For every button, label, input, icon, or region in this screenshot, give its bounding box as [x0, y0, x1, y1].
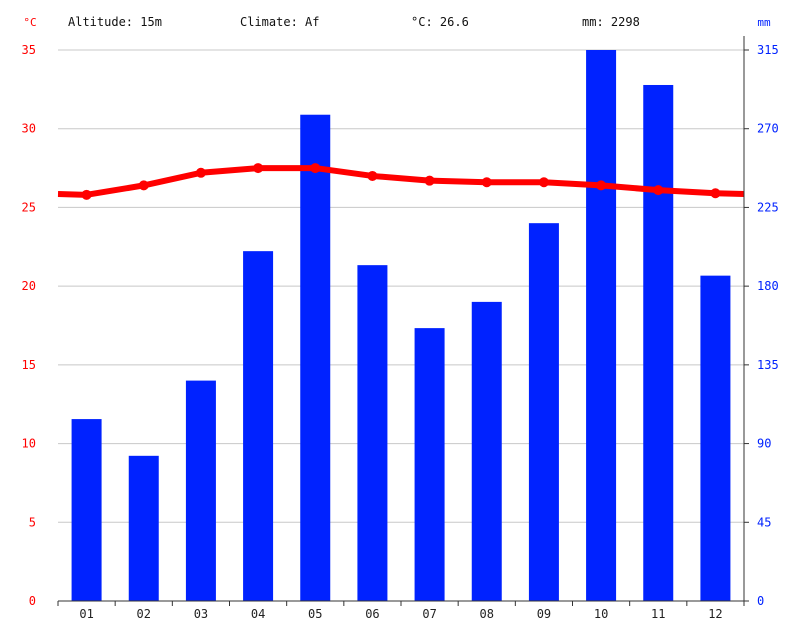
precipitation-bar-07: [414, 328, 445, 601]
precipitation-bar-04: [243, 251, 274, 601]
left-tick-label: 35: [22, 43, 36, 57]
precipitation-bar-09: [528, 223, 559, 601]
x-tick-label-01: 01: [79, 607, 93, 621]
right-tick-label: 90: [757, 437, 771, 451]
x-tick-label-12: 12: [708, 607, 722, 621]
temperature-point-07: [424, 175, 435, 186]
right-tick-label: 315: [757, 43, 779, 57]
left-tick-label: 25: [22, 200, 36, 214]
precipitation-bar-01: [71, 419, 102, 601]
temperature-point-09: [538, 177, 549, 188]
x-tick-label-05: 05: [308, 607, 322, 621]
right-tick-label: 180: [757, 279, 779, 293]
right-tick-label: 45: [757, 515, 771, 529]
x-axis-ticks: 01 02 03 04 05 06 07 08 09 10 11 12: [79, 607, 722, 621]
left-tick-label: 5: [29, 515, 36, 529]
temperature-point-05: [310, 163, 321, 174]
precipitation-bar-03: [185, 380, 216, 601]
precipitation-bar-06: [357, 265, 388, 601]
temperature-point-12: [710, 188, 721, 199]
temperature-point-08: [481, 177, 492, 188]
temperature-point-03: [195, 167, 206, 178]
precipitation-bar-12: [700, 275, 731, 601]
x-tick-label-06: 06: [365, 607, 379, 621]
gridlines: [58, 49, 744, 523]
x-tick-label-03: 03: [194, 607, 208, 621]
x-tick-label-11: 11: [651, 607, 665, 621]
altitude-label: Altitude: 15m: [68, 15, 162, 29]
right-tick-label: 0: [757, 594, 764, 608]
temperature-line-path: [57, 165, 745, 198]
x-tick-label-02: 02: [137, 607, 151, 621]
temperature-point-06: [367, 170, 378, 181]
x-tick-label-04: 04: [251, 607, 265, 621]
x-tick-label-08: 08: [480, 607, 494, 621]
climate-label: Climate: Af: [240, 15, 319, 29]
left-tick-label: 15: [22, 358, 36, 372]
right-tick-label: 135: [757, 358, 779, 372]
axes: [57, 36, 749, 606]
temperature-average-label: °C: 26.6: [411, 15, 469, 29]
precipitation-bar-05: [300, 114, 331, 601]
precipitation-bar-10: [586, 50, 617, 601]
left-tick-label: 0: [29, 594, 36, 608]
precipitation-total-label: mm: 2298: [582, 15, 640, 29]
temperature-point-01: [81, 189, 92, 200]
temperature-line: [57, 163, 745, 200]
x-tick-label-09: 09: [537, 607, 551, 621]
temperature-point-04: [253, 163, 264, 174]
left-tick-label: 30: [22, 122, 36, 136]
left-axis-ticks: 0 5 10 15 20 25 30 35: [22, 43, 36, 608]
x-tick-label-10: 10: [594, 607, 608, 621]
right-tick-label: 225: [757, 200, 779, 214]
precipitation-bar-08: [471, 301, 502, 601]
right-axis-ticks: 0 45 90 135 180 225 270 315: [757, 43, 779, 608]
temperature-point-11: [653, 185, 664, 196]
temperature-point-02: [138, 180, 149, 191]
right-unit-label: mm: [757, 16, 771, 29]
left-tick-label: 10: [22, 437, 36, 451]
right-tick-label: 270: [757, 122, 779, 136]
x-tick-label-07: 07: [422, 607, 436, 621]
left-unit-label: °C: [23, 16, 36, 29]
temperature-point-10: [596, 180, 607, 191]
precipitation-bar-02: [128, 455, 159, 601]
left-tick-label: 20: [22, 279, 36, 293]
precipitation-bars: [71, 50, 731, 601]
precipitation-bar-11: [643, 84, 674, 601]
